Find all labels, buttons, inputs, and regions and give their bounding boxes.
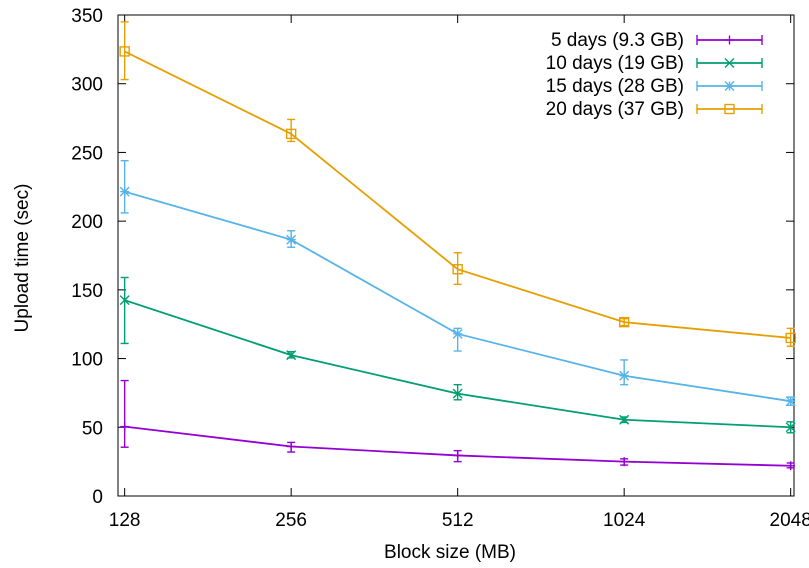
data-point	[786, 461, 796, 471]
data-point	[285, 128, 297, 140]
data-point	[286, 442, 296, 452]
x-tick-label: 1024	[603, 510, 646, 531]
error-bar	[453, 383, 462, 401]
legend-item: 15 days (28 GB)	[546, 76, 763, 97]
data-point	[785, 332, 796, 344]
legend-item: 10 days (19 GB)	[546, 53, 763, 74]
data-point	[452, 388, 463, 399]
y-tick-label: 0	[92, 487, 103, 508]
error-bar	[120, 159, 129, 214]
legend-label: 5 days (9.3 GB)	[551, 30, 684, 51]
legend-whisker	[696, 35, 763, 45]
error-bar	[453, 252, 462, 286]
data-point	[119, 295, 130, 306]
series-line	[124, 190, 791, 403]
x-tick-label: 2048	[770, 510, 809, 531]
x-axis-label: Block size (MB)	[384, 542, 516, 563]
series-line	[124, 50, 791, 339]
legend-marker	[724, 58, 735, 68]
legend-label: 10 days (19 GB)	[546, 53, 684, 74]
series-plus	[120, 379, 796, 471]
y-tick-label: 100	[71, 350, 103, 371]
data-point	[619, 457, 629, 467]
legend-whisker	[696, 58, 763, 68]
y-tick-label: 200	[71, 212, 103, 233]
data-point	[785, 422, 796, 433]
series-star	[119, 159, 796, 407]
legend-label: 15 days (28 GB)	[546, 76, 684, 97]
legend-whisker	[696, 104, 763, 114]
y-tick-label: 150	[71, 281, 103, 302]
error-bar	[120, 379, 129, 448]
legend-item: 20 days (37 GB)	[546, 99, 763, 120]
axes: 0 50 100 150 200 250 300 350 128 256 512 1024 2048	[71, 6, 809, 531]
data-point	[619, 414, 630, 425]
plot-frame	[117, 14, 795, 497]
data-point	[452, 264, 463, 275]
data-point	[452, 328, 463, 339]
data-point	[120, 422, 130, 432]
series-square	[119, 21, 796, 347]
data-point	[619, 370, 630, 381]
data-point	[119, 186, 130, 197]
error-bar	[786, 327, 795, 347]
series-line	[124, 299, 791, 429]
data-point	[286, 234, 297, 245]
y-tick-label: 50	[82, 418, 103, 439]
legend-item: 5 days (9.3 GB)	[551, 30, 763, 51]
legend-label: 20 days (37 GB)	[546, 99, 684, 120]
legend-marker	[724, 103, 735, 115]
legend-marker	[725, 35, 734, 45]
error-bar	[120, 276, 129, 345]
x-tick-label: 128	[109, 510, 141, 531]
legend: 5 days (9.3 GB)10 days (19 GB)15 days (2…	[546, 30, 763, 120]
x-tick-label: 256	[275, 510, 307, 531]
legend-marker	[724, 81, 735, 91]
y-axis-label: Upload time (sec)	[12, 184, 33, 333]
x-tick-label: 512	[442, 510, 474, 531]
error-bar	[620, 318, 629, 327]
data-point	[286, 350, 297, 361]
y-tick-label: 300	[71, 75, 103, 96]
data-point	[618, 316, 630, 328]
data-point	[453, 450, 463, 460]
legend-whisker	[696, 81, 763, 91]
plot-area	[119, 21, 796, 471]
data-point	[785, 396, 796, 407]
y-tick-label: 350	[71, 6, 103, 27]
y-tick-label: 250	[71, 143, 103, 164]
series-cross	[119, 276, 796, 434]
error-bar	[120, 21, 129, 81]
data-point	[119, 46, 130, 57]
